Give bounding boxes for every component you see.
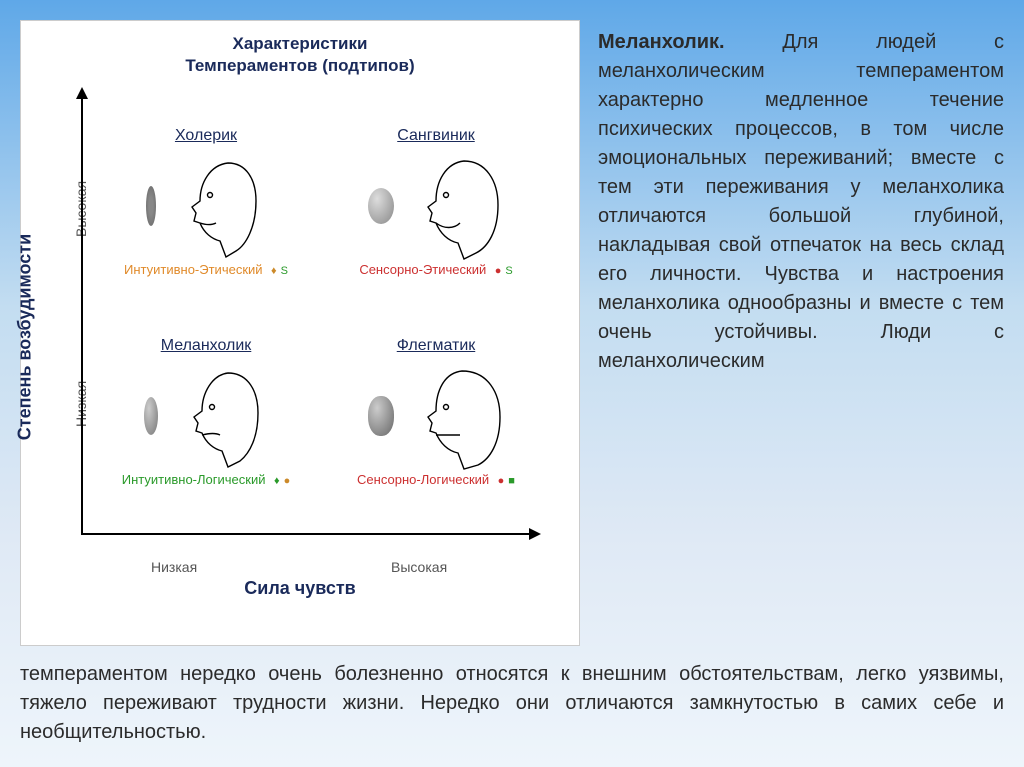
subtype-label: Сенсорно-Логический [357, 472, 489, 487]
chart-panel: Характеристики Темпераментов (подтипов) … [20, 20, 580, 646]
quadrant-subtype: Сенсорно-Логический ●■ [331, 471, 541, 489]
subtype-bullets-icon: ♦ [274, 475, 280, 487]
axis-y [81, 95, 83, 535]
quadrant-title: Флегматик [331, 337, 541, 355]
head-profile-icon [404, 361, 504, 471]
marker-icon [368, 396, 394, 436]
quadrant-title: Холерик [101, 127, 311, 145]
chart-title-line1: Характеристики [233, 34, 368, 53]
marker-icon [146, 186, 156, 226]
quadrant-melancholic: Меланхолик Интуитивно-Логический ♦● [101, 337, 311, 489]
x-tick-low: Низкая [151, 559, 197, 575]
subtype-bullets-icon: ● [498, 475, 505, 487]
axis-x [81, 533, 531, 535]
quadrant-title: Меланхолик [101, 337, 311, 355]
quadrant-choleric: Холерик Интуитивно-Этический ♦S [101, 127, 311, 279]
arrow-up-icon [76, 87, 88, 99]
quadrant-subtype: Интуитивно-Этический ♦S [101, 261, 311, 279]
quadrant-phlegmatic: Флегматик Сенсорно-Логический ●■ [331, 337, 541, 489]
subtype-bullets-icon: ● [495, 265, 502, 277]
head-profile-icon [404, 151, 504, 261]
quadrant-sanguine: Сангвиник Сенсорно-Этический ●S [331, 127, 541, 279]
subtype-label: Интуитивно-Этический [124, 262, 263, 277]
chart-area: Степень возбудимости Сила чувств Низкая … [31, 77, 569, 597]
head-row [331, 361, 541, 471]
chart-title-line2: Темпераментов (подтипов) [185, 56, 414, 75]
right-body: Для людей с меланхолическим темпераменто… [598, 31, 1004, 372]
quadrant-subtype: Интуитивно-Логический ♦● [101, 471, 311, 489]
arrow-right-icon [529, 528, 541, 540]
subtype-label: Интуитивно-Логический [122, 472, 266, 487]
text-panel-right: Меланхолик. Для людей с меланхолическим … [598, 20, 1004, 646]
head-profile-icon [166, 151, 266, 261]
text-panel-bottom: темпераментом нередко очень болезненно о… [20, 660, 1004, 747]
y-axis-label: Степень возбудимости [15, 234, 36, 440]
marker-icon [368, 188, 394, 224]
bold-start: Меланхолик. [598, 31, 725, 53]
subtype-label: Сенсорно-Этический [359, 262, 486, 277]
quadrant-subtype: Сенсорно-Этический ●S [331, 261, 541, 279]
head-row [101, 361, 311, 471]
quadrant-title: Сангвиник [331, 127, 541, 145]
head-row [101, 151, 311, 261]
marker-icon [144, 397, 158, 435]
top-row: Характеристики Темпераментов (подтипов) … [20, 20, 1004, 646]
subtype-bullets-icon: ♦ [271, 265, 277, 277]
head-profile-icon [168, 361, 268, 471]
x-axis-label: Сила чувств [244, 578, 355, 599]
x-tick-high: Высокая [391, 559, 447, 575]
head-row [331, 151, 541, 261]
chart-title: Характеристики Темпераментов (подтипов) [31, 33, 569, 77]
